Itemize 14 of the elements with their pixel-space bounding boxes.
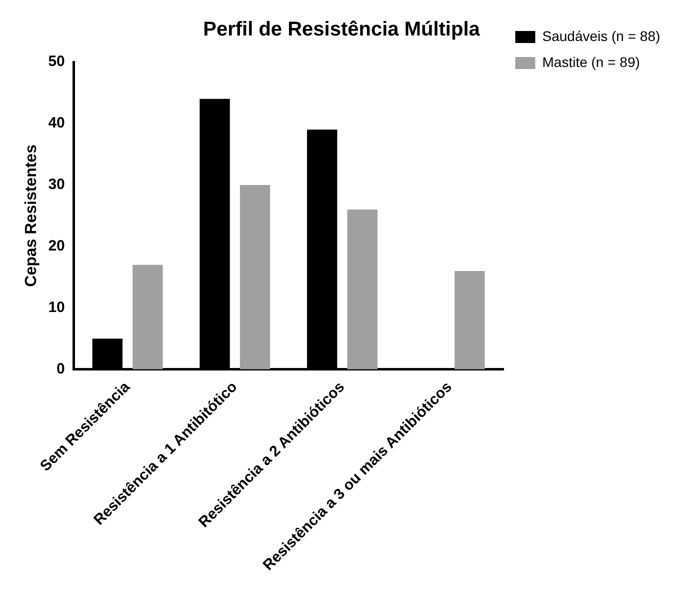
bar xyxy=(454,271,485,370)
y-tick-label: 40 xyxy=(48,114,65,132)
bar xyxy=(132,264,163,370)
y-axis-title: Cepas Resistentes xyxy=(23,144,40,287)
y-tick-label: 30 xyxy=(48,176,65,194)
y-tick-label: 20 xyxy=(48,238,65,255)
legend-label: Mastite (n = 89) xyxy=(542,54,640,70)
legend-label: Saudáveis (n = 88) xyxy=(542,28,660,44)
y-tick-label: 0 xyxy=(56,360,65,378)
y-tick-label: 50 xyxy=(48,53,65,70)
chart-title: Perfil de Resistência Múltipla xyxy=(203,18,481,41)
y-tick-label: 10 xyxy=(48,299,65,316)
bar xyxy=(347,210,378,370)
bar xyxy=(240,184,270,370)
